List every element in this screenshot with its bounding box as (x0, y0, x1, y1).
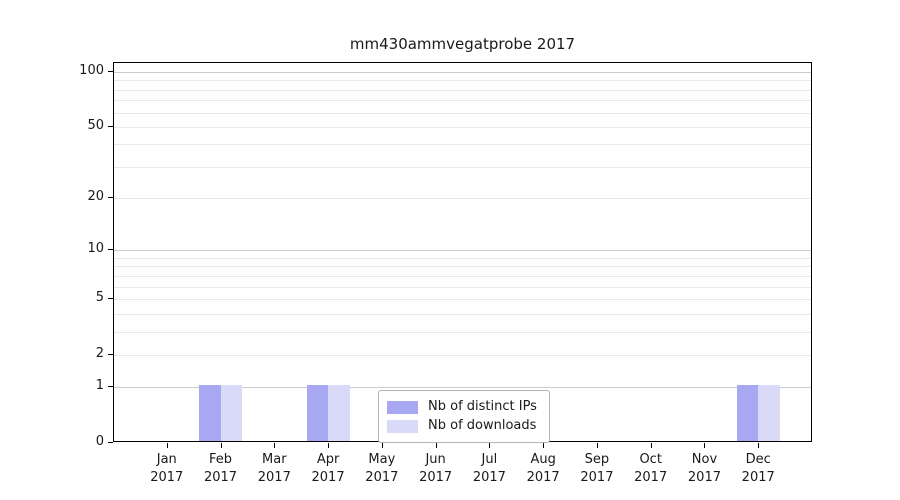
year-label: 2017 (741, 470, 775, 485)
x-tick-label-dec: Dec 2017 (726, 451, 790, 487)
year-label: 2017 (203, 470, 238, 485)
y-tick (108, 197, 113, 199)
x-tick-label-apr: Apr 2017 (296, 451, 360, 487)
year-label: 2017 (257, 470, 291, 485)
month-label: Sep (584, 452, 610, 467)
y-tick (108, 297, 113, 299)
year-label: 2017 (311, 470, 345, 485)
x-tick-label-oct: Oct 2017 (619, 451, 683, 487)
y-tick-label: 50 (87, 117, 104, 133)
y-tick (108, 353, 113, 355)
gridline-minor (114, 275, 811, 277)
month-label: Feb (209, 452, 233, 467)
year-label: 2017 (419, 470, 453, 485)
gridline-minor (114, 331, 811, 333)
gridline-minor (114, 166, 811, 168)
x-tick (704, 443, 706, 448)
month-label: Jan (156, 452, 177, 467)
gridline-minor (114, 198, 811, 200)
legend-label-distinct-ips: Nb of distinct IPs (428, 399, 537, 414)
y-tick-label: 1 (95, 378, 104, 394)
x-tick (381, 443, 383, 448)
x-tick (596, 443, 598, 448)
bar-distinct-ips-dec (736, 385, 759, 441)
x-tick (435, 443, 437, 448)
bar-downloads-dec (758, 385, 780, 441)
y-tick (108, 386, 113, 388)
x-tick (650, 443, 652, 448)
y-tick (108, 249, 113, 251)
month-label: Jul (481, 452, 498, 467)
x-tick-label-aug: Aug 2017 (511, 451, 575, 487)
gridline-minor (114, 112, 811, 114)
gridline-minor (114, 313, 811, 315)
gridline-minor (114, 100, 811, 102)
month-label: Apr (316, 452, 340, 467)
chart-title: mm430ammvegatprobe 2017 (349, 35, 576, 53)
month-label: Aug (530, 452, 556, 467)
y-tick-label: 0 (95, 434, 104, 449)
year-label: 2017 (526, 470, 560, 485)
gridline-minor (114, 80, 811, 82)
gridline-minor (114, 298, 811, 300)
legend-label-downloads: Nb of downloads (428, 418, 537, 433)
x-tick-label-nov: Nov 2017 (672, 451, 736, 487)
x-tick-label-feb: Feb 2017 (189, 451, 253, 487)
year-label: 2017 (580, 470, 614, 485)
gridline-minor (114, 266, 811, 268)
legend-swatch-distinct-ips (387, 400, 418, 414)
gridline-major (114, 250, 811, 252)
x-tick-label-jan: Jan 2017 (135, 451, 199, 487)
x-tick (166, 443, 168, 448)
bar-downloads-apr (328, 385, 350, 441)
x-tick-label-sep: Sep 2017 (565, 451, 629, 487)
y-tick-label: 20 (87, 189, 104, 205)
legend-swatch-downloads (387, 419, 418, 433)
gridline-minor (114, 89, 811, 91)
month-label: May (368, 452, 396, 467)
y-tick-label: 100 (79, 63, 104, 78)
y-tick (108, 125, 113, 127)
gridline-minor (114, 126, 811, 128)
bar-distinct-ips-apr (306, 385, 329, 441)
x-tick-label-jun: Jun 2017 (404, 451, 468, 487)
gridline-major (114, 72, 811, 73)
month-label: Jun (425, 452, 446, 467)
bar-downloads-feb (220, 385, 243, 441)
x-tick (328, 443, 330, 448)
gridline-minor (114, 144, 811, 146)
x-tick-label-may: May 2017 (350, 451, 414, 487)
legend-item-distinct-ips: Nb of distinct IPs (387, 399, 537, 415)
year-label: 2017 (365, 470, 399, 485)
x-tick (489, 443, 491, 448)
plot-area (113, 62, 812, 442)
year-label: 2017 (634, 470, 668, 485)
year-label: 2017 (687, 470, 721, 485)
x-tick-label-mar: Mar 2017 (242, 451, 306, 487)
month-label: Mar (262, 452, 287, 467)
legend-item-downloads: Nb of downloads (387, 418, 537, 434)
x-tick (758, 443, 760, 448)
y-tick (108, 442, 113, 443)
month-label: Nov (691, 452, 718, 467)
y-tick-label: 2 (95, 345, 104, 361)
bar-distinct-ips-feb (199, 385, 221, 441)
x-tick-label-jul: Jul 2017 (457, 451, 521, 487)
gridline-minor (114, 286, 811, 288)
year-label: 2017 (150, 470, 184, 485)
y-tick (108, 71, 113, 72)
gridline-minor (114, 354, 811, 356)
x-tick (274, 443, 276, 448)
year-label: 2017 (472, 470, 506, 485)
x-tick (220, 443, 222, 448)
gridline-minor (114, 257, 811, 259)
month-label: Dec (745, 452, 771, 467)
y-tick-label: 5 (95, 289, 104, 305)
legend: Nb of distinct IPs Nb of downloads (378, 390, 550, 443)
x-tick (543, 443, 545, 448)
gridline-major (114, 387, 811, 389)
month-label: Oct (639, 452, 662, 467)
y-tick-label: 10 (87, 241, 104, 257)
